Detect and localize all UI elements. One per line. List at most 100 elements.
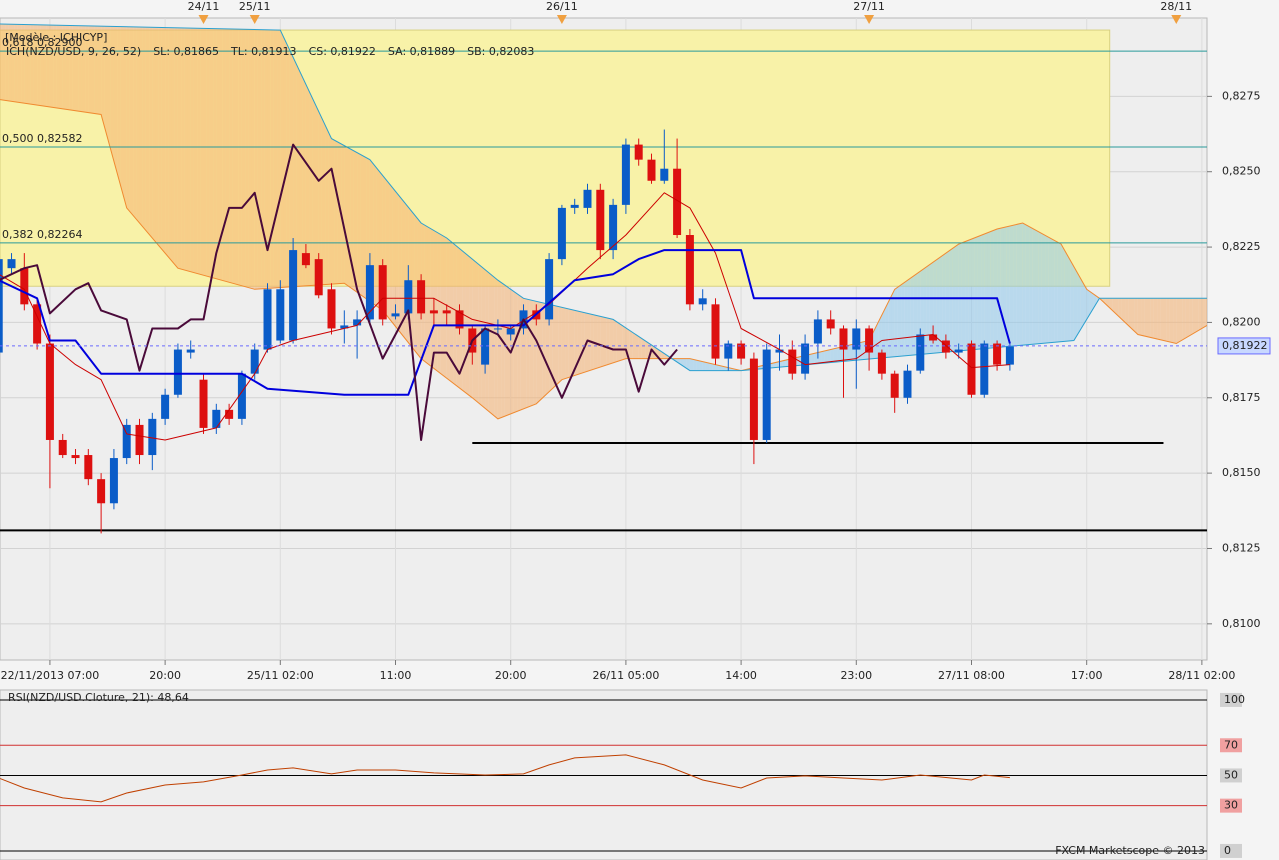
candle-body xyxy=(186,349,195,353)
cloud-fill xyxy=(814,352,818,364)
candle-body xyxy=(993,343,1002,365)
cloud-fill xyxy=(88,25,92,114)
cloud-fill xyxy=(152,27,156,242)
candle-body xyxy=(877,352,886,374)
cloud-fill xyxy=(1073,266,1078,341)
fib-level-label: 0,382 0,82264 xyxy=(2,228,82,241)
cloud-fill xyxy=(424,224,428,364)
cloud-fill xyxy=(574,310,578,376)
y-tick-label: 0,8200 xyxy=(1222,315,1261,328)
rsi-title: RSI(NZD/USD.Cloture, 21): 48,64 xyxy=(8,691,189,704)
last-price-label: 0,81922 xyxy=(1222,339,1268,352)
cloud-fill xyxy=(363,156,367,300)
cloud-fill xyxy=(357,152,361,295)
cloud-span-line xyxy=(0,23,1207,372)
cloud-fill xyxy=(712,363,716,371)
cloud-fill xyxy=(1160,298,1164,341)
cloud-fill xyxy=(1134,298,1138,335)
cloud-fill xyxy=(677,358,681,365)
cloud-fill xyxy=(923,266,927,355)
cloud-fill xyxy=(14,24,18,103)
cloud-fill xyxy=(398,195,402,335)
cloud-fill xyxy=(840,346,844,362)
cloud-fill xyxy=(1061,244,1065,342)
cloud-fill xyxy=(1022,222,1026,346)
candle-body xyxy=(647,159,656,181)
candle-body xyxy=(353,319,362,326)
cloud-fill xyxy=(686,358,690,371)
indicator-label: CS: 0,81922 xyxy=(309,45,376,58)
cloud-fill xyxy=(449,240,454,384)
cloud-fill xyxy=(245,29,249,288)
cloud-fill xyxy=(1121,298,1126,323)
date-marker xyxy=(249,15,260,24)
candle-body xyxy=(583,189,592,208)
cloud-fill xyxy=(8,24,12,102)
cloud-fill xyxy=(251,29,255,290)
cloud-fill xyxy=(443,236,447,379)
cloud-fill xyxy=(155,27,159,246)
candle-body xyxy=(826,319,835,329)
cloud-fill xyxy=(833,348,838,363)
cloud-fill xyxy=(600,316,604,368)
cloud-fill xyxy=(264,29,268,289)
cloud-fill xyxy=(821,351,825,364)
cloud-fill xyxy=(219,28,223,281)
cloud-fill xyxy=(414,215,418,355)
cloud-fill xyxy=(113,26,118,173)
cloud-fill xyxy=(139,27,143,227)
cloud-fill xyxy=(817,351,822,364)
cloud-fill xyxy=(782,360,786,367)
cloud-fill xyxy=(334,140,338,284)
cloud-fill xyxy=(241,29,246,287)
candle-body xyxy=(45,343,54,440)
cloud-fill xyxy=(1205,298,1207,327)
indicator-line xyxy=(0,249,1011,396)
y-tick-label: 0,8125 xyxy=(1222,541,1261,554)
cloud-fill xyxy=(142,27,146,231)
candle-body xyxy=(429,310,438,314)
cloud-fill xyxy=(513,291,518,413)
candle-body xyxy=(378,265,387,320)
cloud-fill xyxy=(110,26,114,162)
cloud-fill xyxy=(1041,233,1046,344)
cloud-fill xyxy=(72,25,76,111)
cloud-fill xyxy=(238,29,242,286)
cloud-fill xyxy=(1029,226,1033,345)
cloud-fill xyxy=(1064,249,1068,342)
cloud-fill xyxy=(277,29,281,288)
candle-body xyxy=(71,455,80,459)
candle-body xyxy=(327,289,336,329)
cloud-fill xyxy=(504,284,508,417)
cloud-fill xyxy=(629,330,633,359)
cloud-fill xyxy=(190,28,194,273)
cloud-fill xyxy=(283,36,287,288)
cloud-fill xyxy=(411,211,415,351)
candle-body xyxy=(97,479,106,504)
cloud-fill xyxy=(222,28,226,282)
cloud-fill xyxy=(577,311,582,375)
y-tick-label: 0,8150 xyxy=(1222,466,1261,479)
candle-body xyxy=(225,409,234,419)
x-tick-label: 11:00 xyxy=(380,669,412,682)
candle-body xyxy=(929,334,938,341)
cloud-fill xyxy=(891,289,895,358)
y-tick-label: 100 xyxy=(1224,693,1245,706)
cloud-fill xyxy=(1016,223,1020,346)
candle-body xyxy=(391,313,400,317)
cloud-fill xyxy=(1125,298,1129,326)
cloud-fill xyxy=(888,295,892,358)
candle-body xyxy=(250,349,259,374)
cloud-fill xyxy=(907,277,911,356)
cloud-fill xyxy=(337,142,342,284)
cloud-fill xyxy=(305,84,310,286)
candle-body xyxy=(621,144,630,205)
cloud-fill xyxy=(360,154,364,297)
cloud-fill xyxy=(811,353,815,365)
cloud-fill xyxy=(971,237,975,350)
cloud-fill xyxy=(94,26,98,114)
cloud-fill xyxy=(104,26,108,138)
cloud-fill xyxy=(318,111,322,285)
cloud-fill xyxy=(161,27,166,254)
cloud-fill xyxy=(129,26,134,216)
